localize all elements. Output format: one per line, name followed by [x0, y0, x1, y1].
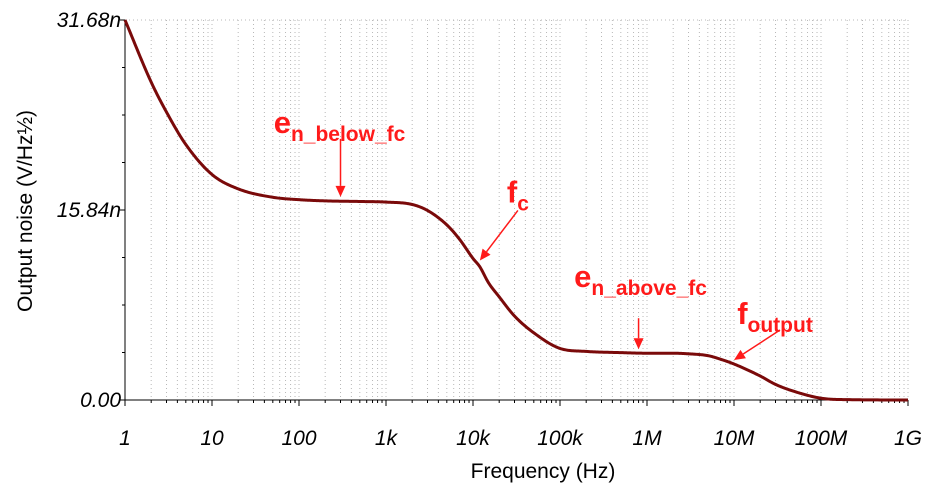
x-tick-label: 10k: [456, 427, 491, 450]
x-tick-label: 10: [200, 427, 224, 450]
annotation-f-c: fc: [479, 174, 529, 261]
annotation-label: foutput: [737, 296, 813, 337]
annotation-subscript: n_above_fc: [591, 277, 707, 300]
x-tick-label: 1: [119, 427, 131, 450]
annotation-arrow-line: [485, 210, 519, 253]
annotation-arrow-line: [742, 329, 781, 355]
annotation-subscript: n_below_fc: [291, 123, 406, 146]
annotation-symbol: e: [274, 105, 291, 140]
y-tick-label: 0.00: [80, 389, 121, 412]
x-tick-label: 10M: [714, 427, 755, 450]
annotation-e-n-above-fc: en_above_fc: [574, 259, 707, 350]
x-tick-label: 1G: [894, 427, 922, 450]
x-tick-label: 1M: [632, 427, 662, 450]
y-axis-ticks: 31.68n 15.84n 0.00: [57, 9, 125, 412]
y-axis-label: Output noise (V/Hz½): [14, 110, 37, 312]
x-axis-label: Frequency (Hz): [471, 460, 616, 483]
annotation-symbol: f: [737, 296, 748, 331]
annotation-e-n-below-fc: en_below_fc: [274, 105, 406, 197]
annotation-arrowhead: [479, 248, 491, 261]
x-tick-label: 100k: [537, 427, 584, 450]
annotation-subscript: c: [517, 192, 529, 215]
y-tick-label: 15.84n: [57, 199, 121, 222]
annotation-label: en_below_fc: [274, 105, 406, 146]
x-tick-label: 100: [281, 427, 316, 450]
y-tick-label: 31.68n: [57, 9, 121, 32]
annotation-symbol: f: [507, 174, 518, 209]
annotation-label: fc: [507, 174, 529, 215]
series-layer: [123, 19, 909, 402]
annotation-arrowhead: [633, 338, 644, 350]
x-axis-ticks: 1 10 100 1k 10k 100k 1M 10M 100M 1G: [119, 400, 922, 450]
x-tick-label: 100M: [795, 427, 848, 450]
annotation-symbol: e: [574, 259, 591, 294]
annotation-arrowhead: [335, 185, 346, 197]
annotation-arrowhead: [734, 349, 746, 361]
x-tick-label: 1k: [375, 427, 399, 450]
annotation-f-output: foutput: [734, 296, 813, 361]
annotation-label: en_above_fc: [574, 259, 707, 300]
noise-curve: [123, 19, 909, 402]
annotation-subscript: output: [748, 314, 813, 337]
